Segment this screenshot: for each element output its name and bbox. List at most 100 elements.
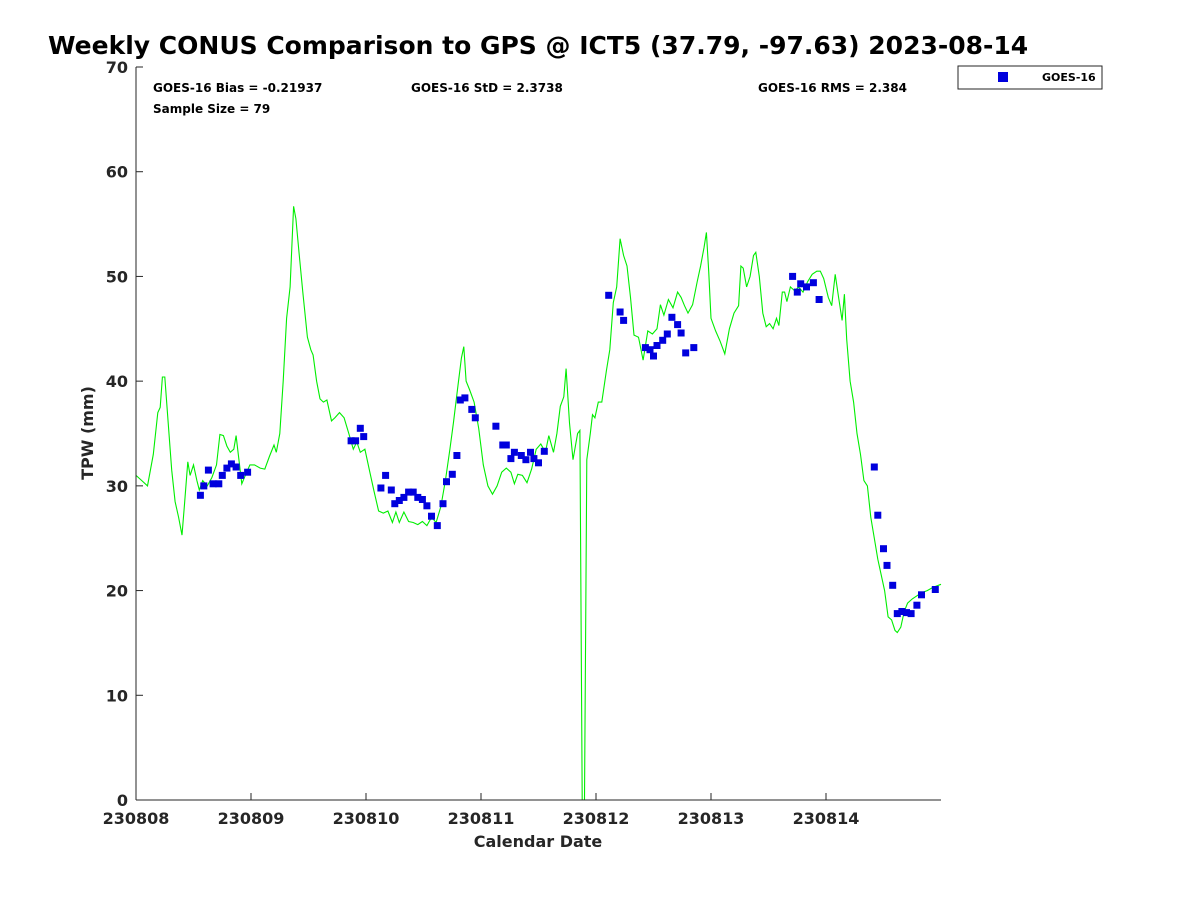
goes16-point (605, 291, 613, 299)
goes16-point (789, 272, 797, 280)
x-tick-label: 230808 (103, 809, 170, 828)
goes16-point (540, 447, 548, 455)
goes16-point (244, 468, 252, 476)
goes16-point (356, 424, 364, 432)
goes16-point (227, 460, 235, 468)
goes16-point (530, 455, 538, 463)
goes16-point (461, 394, 469, 402)
goes16-point (223, 464, 231, 472)
plot-area (136, 67, 941, 800)
goes16-point (874, 511, 882, 519)
sample-size-stat: Sample Size = 79 (153, 102, 270, 116)
bias-stat: GOES-16 Bias = -0.21937 (153, 81, 322, 95)
goes16-point (898, 608, 906, 615)
std-stat: GOES-16 StD = 2.3738 (411, 81, 563, 95)
goes16-point (659, 336, 667, 344)
goes16-point (507, 455, 515, 463)
goes16-point (428, 512, 435, 520)
legend-marker (998, 72, 1008, 82)
x-tick-label: 230813 (678, 809, 745, 828)
goes16-point (237, 471, 245, 479)
goes16-point (418, 496, 426, 503)
goes16-point (668, 313, 676, 321)
goes16-point (913, 601, 921, 609)
goes16-point (433, 522, 441, 530)
y-tick-label: 20 (106, 582, 128, 601)
goes16-point (522, 456, 530, 464)
goes16-point (918, 591, 925, 599)
y-tick-label: 70 (106, 58, 128, 77)
legend-label: GOES-16 (1042, 71, 1096, 84)
goes16-point (527, 448, 534, 456)
chart-title: Weekly CONUS Comparison to GPS @ ICT5 (3… (48, 31, 1028, 60)
x-tick-label: 230810 (333, 809, 400, 828)
ticks-layer: 0 10 20 30 40 50 60 70 230808 230809 230810 230811 2… (103, 58, 860, 828)
goes16-point (883, 561, 891, 569)
goes16-point (209, 480, 217, 488)
y-axis-label: TPW (mm) (78, 386, 97, 480)
goes16-point (931, 586, 939, 593)
goes16-point (347, 437, 355, 445)
goes16-point (517, 452, 525, 459)
goes16-point (803, 283, 810, 291)
goes16-point (677, 329, 685, 337)
goes16-point (510, 448, 518, 456)
goes16-point (893, 610, 901, 618)
goes16-point (400, 493, 408, 501)
y-tick-label: 40 (106, 372, 128, 391)
goes16-point (423, 502, 431, 510)
goes16-point (870, 463, 878, 471)
goes16-point (903, 609, 910, 617)
goes16-point (448, 470, 456, 478)
goes16-point (809, 279, 817, 287)
goes16-point (196, 491, 204, 499)
y-tick-label: 30 (106, 477, 128, 496)
goes16-point (641, 344, 649, 352)
goes16-point (535, 459, 542, 467)
goes16-point (204, 466, 212, 474)
goes16-point (889, 581, 897, 589)
y-tick-label: 60 (106, 163, 128, 182)
goes16-point (391, 500, 399, 508)
goes16-point (682, 349, 690, 357)
goes16-point (360, 433, 368, 441)
goes16-point (395, 497, 403, 504)
goes16-point (646, 346, 654, 354)
goes16-point (468, 405, 476, 413)
x-tick-label: 230812 (563, 809, 630, 828)
rms-stat: GOES-16 RMS = 2.384 (758, 81, 907, 95)
goes16-point (453, 452, 461, 459)
goes16-point (880, 545, 887, 553)
goes16-point (200, 482, 208, 490)
goes16-point (377, 484, 385, 492)
y-tick-label: 0 (117, 791, 128, 810)
goes16-point (674, 321, 682, 329)
goes16-point (409, 488, 417, 496)
goes16-point (382, 471, 390, 479)
goes16-point (387, 486, 395, 494)
goes16-point (690, 344, 698, 352)
y-tick-label: 50 (106, 267, 128, 286)
goes16-point (797, 280, 805, 288)
series-layer (135, 206, 942, 801)
goes16-point (650, 352, 657, 360)
x-axis-label: Calendar Date (474, 832, 603, 851)
legend-box (957, 65, 1103, 90)
goes16-point (215, 480, 223, 488)
goes16-point (439, 500, 447, 508)
goes16-point (456, 396, 464, 404)
goes16-point (414, 493, 422, 501)
goes16-point (502, 441, 510, 449)
goes16-point (443, 478, 450, 486)
legend: GOES-16 (957, 65, 1103, 90)
goes16-point (218, 471, 226, 479)
y-tick-label: 10 (106, 686, 128, 705)
x-tick-label: 230811 (448, 809, 515, 828)
goes16-point (471, 414, 479, 422)
goes16-point (232, 463, 240, 471)
goes16-point (492, 422, 500, 430)
goes16-point (620, 316, 628, 324)
goes16-point (663, 330, 671, 338)
x-tick-label: 230809 (218, 809, 285, 828)
